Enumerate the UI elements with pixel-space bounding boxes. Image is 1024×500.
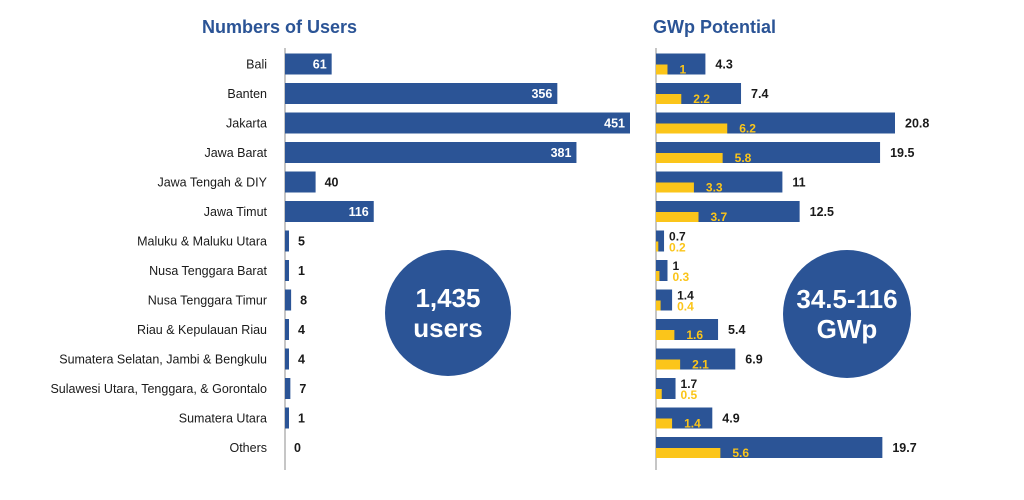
category-label-jawa-tengah-diy: Jawa Tengah & DIY <box>157 176 267 190</box>
category-label-banten: Banten <box>227 87 267 101</box>
category-label-jawa-timut: Jawa Timut <box>204 205 268 219</box>
users-value-label: 451 <box>604 117 625 131</box>
category-label-nusa-tenggara-barat: Nusa Tenggara Barat <box>149 264 267 278</box>
gwp-potential-badge: 34.5-116 GWp <box>783 250 911 378</box>
gwp-value-label: 6.9 <box>745 353 762 367</box>
users-bar-sulawesi-utara-tenggara-gorontalo <box>285 378 291 399</box>
gwp-inner-value-label: 1.4 <box>684 417 701 431</box>
gwp-potential-unit: GWp <box>816 314 878 344</box>
gwp-value-label: 7.4 <box>751 87 768 101</box>
category-label-riau-kepulauan-riau: Riau & Kepulauan Riau <box>137 323 267 337</box>
gwp-inner-value-label: 2.2 <box>693 92 710 106</box>
users-bar-sumatera-utara <box>285 407 289 429</box>
gwp-inner-value-label: 2.1 <box>692 358 709 372</box>
gwp-value-label: 20.8 <box>905 117 929 131</box>
category-label-sumatera-selatan-jambi-bengkulu: Sumatera Selatan, Jambi & Bengkulu <box>59 353 267 367</box>
total-users-badge: 1,435 users <box>385 250 511 376</box>
gwp-inner-bar-bali <box>656 64 668 75</box>
gwp-inner-bar-others <box>656 448 721 458</box>
users-bar-bali <box>285 53 332 75</box>
gwp-inner-value-label: 5.8 <box>735 151 752 165</box>
category-label-others: Others <box>229 441 267 455</box>
users-bar-jawa-tengah-diy <box>285 171 316 193</box>
gwp-value-label: 4.3 <box>715 58 732 72</box>
gwp-bar-maluku-maluku-utara <box>656 230 665 252</box>
users-value-label: 40 <box>325 176 339 190</box>
users-value-label: 7 <box>299 382 306 396</box>
users-value-label: 0 <box>294 441 301 455</box>
users-bar-jakarta <box>285 112 630 134</box>
gwp-inner-value-label: 0.5 <box>681 388 698 402</box>
gwp-inner-value-label: 3.3 <box>706 181 723 195</box>
gwp-inner-bar-nusa-tenggara-timur <box>656 300 661 311</box>
gwp-inner-value-label: 1 <box>679 63 686 77</box>
gwp-inner-value-label: 6.2 <box>739 122 756 136</box>
users-value-label: 4 <box>298 353 305 367</box>
category-label-bali: Bali <box>246 58 267 72</box>
gwp-inner-value-label: 0.3 <box>672 270 689 284</box>
gwp-inner-bar-jawa-tengah-diy <box>656 182 694 193</box>
gwp-bar-bali <box>656 53 706 75</box>
gwp-inner-value-label: 0.4 <box>677 300 694 314</box>
gwp-inner-bar-maluku-maluku-utara <box>656 241 659 252</box>
gwp-value-label: 4.9 <box>722 412 739 426</box>
gwp-value-label: 11 <box>792 176 805 190</box>
users-bar-jawa-timut <box>285 201 374 222</box>
gwp-inner-value-label: 3.7 <box>711 210 728 224</box>
gwp-inner-bar-riau-kepulauan-riau <box>656 330 675 340</box>
gwp-inner-bar-jawa-barat <box>656 153 723 163</box>
gwp-inner-value-label: 5.6 <box>732 446 749 460</box>
gwp-inner-bar-jakarta <box>656 123 728 134</box>
gwp-inner-bar-jawa-timut <box>656 212 699 222</box>
gwp-inner-bar-sumatera-selatan-jambi-bengkulu <box>656 359 681 370</box>
users-value-label: 8 <box>300 294 307 308</box>
gwp-value-label: 19.5 <box>890 146 914 160</box>
gwp-inner-bar-sulawesi-utara-tenggara-gorontalo <box>656 389 662 399</box>
category-label-nusa-tenggara-timur: Nusa Tenggara Timur <box>148 294 267 308</box>
gwp-bar-nusa-tenggara-barat <box>656 260 668 281</box>
gwp-value-label: 5.4 <box>728 323 745 337</box>
gwp-value-label: 1 <box>672 259 679 273</box>
gwp-value-label: 0.7 <box>669 230 686 244</box>
gwp-inner-value-label: 0.2 <box>669 241 686 255</box>
users-bar-maluku-maluku-utara <box>285 230 289 252</box>
users-value-label: 356 <box>531 87 552 101</box>
users-bar-sumatera-selatan-jambi-bengkulu <box>285 348 289 370</box>
users-value-label: 116 <box>349 205 369 219</box>
gwp-inner-value-label: 1.6 <box>686 328 703 342</box>
total-users-unit: users <box>413 313 483 343</box>
gwp-potential-value: 34.5-116 <box>796 284 898 314</box>
gwp-chart-title: GWp Potential <box>653 17 776 37</box>
gwp-value-label: 12.5 <box>810 205 834 219</box>
total-users-value: 1,435 <box>415 283 481 313</box>
users-value-label: 61 <box>313 58 327 72</box>
gwp-inner-bar-nusa-tenggara-barat <box>656 271 660 281</box>
gwp-inner-bar-banten <box>656 94 682 104</box>
users-bar-nusa-tenggara-timur <box>285 289 292 311</box>
gwp-inner-bar-sumatera-utara <box>656 418 673 429</box>
category-label-sulawesi-utara-tenggara-gorontalo: Sulawesi Utara, Tenggara, & Gorontalo <box>50 382 267 396</box>
gwp-value-label: 19.7 <box>892 441 916 455</box>
users-value-label: 1 <box>298 264 305 278</box>
users-bar-riau-kepulauan-riau <box>285 319 289 340</box>
users-value-label: 381 <box>551 146 572 160</box>
users-value-label: 5 <box>298 235 305 249</box>
gwp-value-label: 1.7 <box>681 377 698 391</box>
category-label-maluku-maluku-utara: Maluku & Maluku Utara <box>137 235 267 249</box>
category-label-jawa-barat: Jawa Barat <box>204 146 267 160</box>
users-chart-title: Numbers of Users <box>202 17 358 37</box>
category-label-sumatera-utara: Sumatera Utara <box>179 412 267 426</box>
gwp-value-label: 1.4 <box>677 289 694 303</box>
users-bar-jawa-barat <box>285 142 577 163</box>
users-value-label: 1 <box>298 412 305 426</box>
users-value-label: 4 <box>298 323 305 337</box>
users-bar-banten <box>285 83 558 104</box>
users-bar-nusa-tenggara-barat <box>285 260 289 281</box>
category-label-jakarta: Jakarta <box>226 117 267 131</box>
